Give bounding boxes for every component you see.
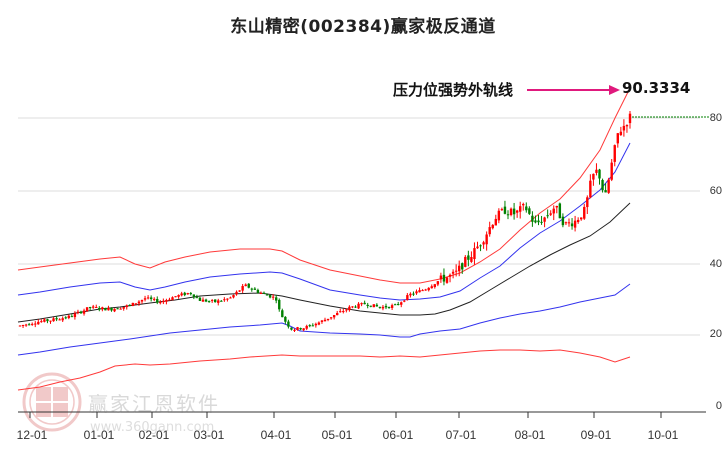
watermark-text: 赢家江恩软件 [88,392,220,416]
x-tick-label: 01-01 [83,428,115,442]
y-tick-0: 0 [715,400,722,412]
upper-outer-band [17,87,631,284]
watermark-seal [22,372,82,432]
gridlines [18,117,700,336]
upper-inner-band [17,142,631,301]
x-tick-label: 04-01 [260,428,292,442]
x-tick-label: 06-01 [382,428,414,442]
lower-outer-band [17,349,631,391]
x-tick-label: 09-01 [580,428,612,442]
y-tick-60: 60 [709,185,722,197]
lower-inner-band [17,283,631,356]
x-tick-label: 08-01 [514,428,546,442]
x-tick-label: 12-01 [16,428,48,442]
y-tick-20: 20 [709,328,722,340]
chart-title: 东山精密(002384)赢家极反通道 [230,17,496,37]
annotation-arrow [527,85,620,95]
annotation-label: 压力位强势外轨线 [393,81,514,99]
x-tick-label: 10-01 [647,428,679,442]
watermark-url: www.360gann.com [90,420,215,435]
candles [18,111,632,332]
x-tick-label: 02-01 [138,428,170,442]
x-tick-label: 03-01 [193,428,225,442]
annotation-value: 90.3334 [622,79,691,97]
y-tick-40: 40 [709,258,722,270]
x-axis-ticks [29,412,662,418]
x-tick-label: 07-01 [445,428,477,442]
x-tick-label: 05-01 [321,428,353,442]
y-tick-80: 80 [709,112,722,124]
